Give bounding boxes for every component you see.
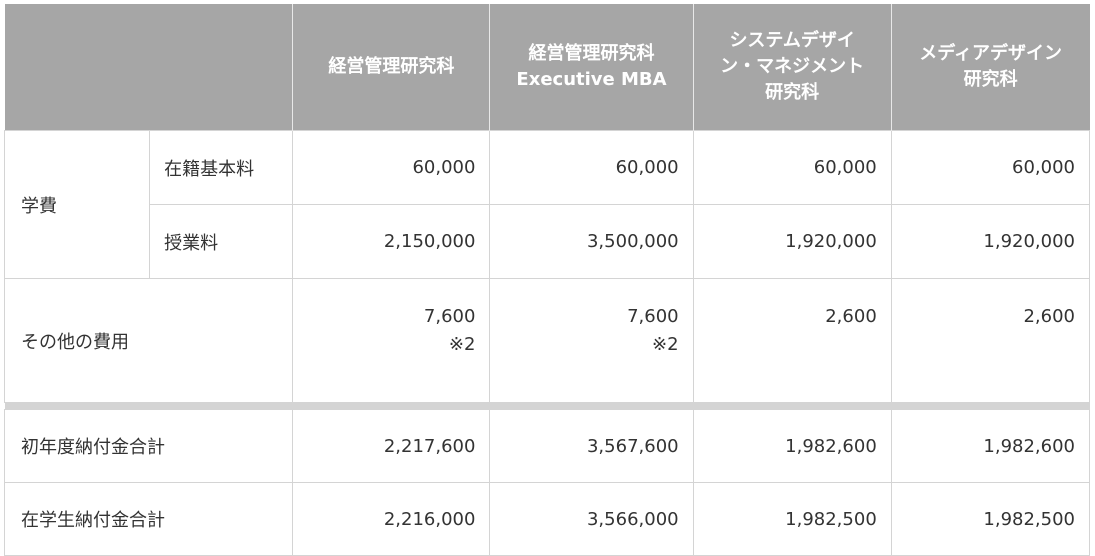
enrolled-total-value: 1,982,500 <box>692 482 892 556</box>
header-media-design: メディアデザイン 研究科 <box>890 4 1090 131</box>
header-business-school: 経営管理研究科 <box>292 4 491 131</box>
other-fees-value: 2,600 <box>1023 306 1075 327</box>
fee-table: 経営管理研究科 経営管理研究科 Executive MBA システムデザイ ン・… <box>3 4 1091 556</box>
enrollment-fee-label: 在籍基本料 <box>149 130 294 205</box>
first-year-total-value: 1,982,600 <box>692 409 892 483</box>
table-row-enrollment-fee: 学費 在籍基本料 60,000 60,000 60,000 60,000 <box>3 130 1091 279</box>
header-system-design-line2: ン・マネジメント <box>720 56 865 77</box>
enrollment-fee-value: 60,000 <box>292 130 491 205</box>
header-media-design-line1: メディアデザイン <box>919 43 1062 64</box>
tuition-value: 2,150,000 <box>292 204 491 279</box>
enrolled-total-value: 2,216,000 <box>292 482 491 556</box>
header-executive-mba-line1: 経営管理研究科 <box>528 43 655 64</box>
other-fees-cell: 7,600 ※2 <box>292 278 491 403</box>
header-executive-mba-line2: Executive MBA <box>516 69 667 90</box>
other-fees-cell: 7,600 ※2 <box>489 278 694 403</box>
enrollment-fee-value: 60,000 <box>692 130 892 205</box>
section-divider <box>4 402 1090 410</box>
other-fees-cell: 2,600 <box>890 278 1091 403</box>
header-business-school-label: 経営管理研究科 <box>328 56 455 77</box>
table-row-tuition: 授業料 2,150,000 3,500,000 1,920,000 1,920,… <box>5 204 1091 279</box>
other-fees-label: その他の費用 <box>3 278 294 403</box>
first-year-total-label: 初年度納付金合計 <box>3 409 294 483</box>
enrolled-total-value: 3,566,000 <box>489 482 694 556</box>
first-year-total-value: 3,567,600 <box>489 409 694 483</box>
footnote-mark: ※2 <box>652 334 679 355</box>
other-fees-value: 2,600 <box>825 306 877 327</box>
other-fees-value: 7,600 <box>627 306 679 327</box>
footnote-mark: ※2 <box>448 334 476 355</box>
other-fees-value: 7,600 <box>423 306 476 327</box>
header-empty-cell <box>4 4 294 131</box>
header-system-design-line1: システムデザイ <box>729 30 855 51</box>
table-row-other-fees: その他の費用 7,600 ※2 7,600 ※2 2,600 2,600 <box>3 278 1091 403</box>
header-row: 経営管理研究科 経営管理研究科 Executive MBA システムデザイ ン・… <box>4 4 1090 131</box>
tuition-value: 1,920,000 <box>692 204 892 279</box>
header-system-design: システムデザイ ン・マネジメント 研究科 <box>692 4 892 131</box>
enrolled-total-label: 在学生納付金合計 <box>3 482 294 556</box>
header-media-design-line2: 研究科 <box>963 69 1018 90</box>
header-executive-mba: 経営管理研究科 Executive MBA <box>489 4 694 131</box>
enrollment-fee-value: 60,000 <box>489 130 694 205</box>
enrollment-fee-value: 60,000 <box>890 130 1091 205</box>
tuition-label: 授業料 <box>149 204 294 279</box>
enrolled-total-value: 1,982,500 <box>890 482 1091 556</box>
tuition-group-label: 学費 <box>3 130 151 279</box>
tuition-value: 1,920,000 <box>890 204 1091 279</box>
first-year-total-value: 2,217,600 <box>292 409 491 483</box>
tuition-value: 3,500,000 <box>489 204 694 279</box>
table-row-first-year-total: 初年度納付金合計 2,217,600 3,567,600 1,982,600 1… <box>3 409 1091 483</box>
other-fees-cell: 2,600 <box>692 278 892 403</box>
first-year-total-value: 1,982,600 <box>890 409 1091 483</box>
header-system-design-line3: 研究科 <box>765 82 820 103</box>
table-row-enrolled-total: 在学生納付金合計 2,216,000 3,566,000 1,982,500 1… <box>3 482 1091 556</box>
